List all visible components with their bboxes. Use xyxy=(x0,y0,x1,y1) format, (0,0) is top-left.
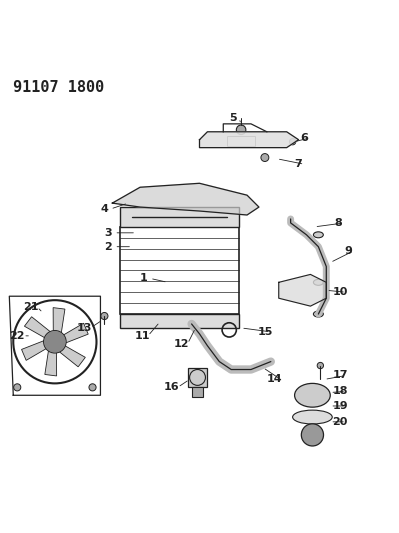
Text: 20: 20 xyxy=(332,417,348,427)
Circle shape xyxy=(101,312,108,320)
Circle shape xyxy=(89,384,96,391)
Bar xyxy=(227,136,255,146)
Text: 5: 5 xyxy=(229,113,237,123)
Bar xyxy=(188,368,207,387)
Polygon shape xyxy=(22,338,52,360)
Text: 17: 17 xyxy=(332,370,348,381)
Text: 15: 15 xyxy=(257,327,273,337)
Bar xyxy=(192,387,203,397)
Text: 13: 13 xyxy=(77,323,92,333)
Text: 4: 4 xyxy=(101,204,109,214)
Text: 3: 3 xyxy=(105,228,112,238)
Text: 10: 10 xyxy=(332,287,348,297)
Circle shape xyxy=(236,125,246,134)
Polygon shape xyxy=(53,308,65,339)
Text: 11: 11 xyxy=(134,331,150,341)
Text: 91107 1800: 91107 1800 xyxy=(13,80,105,95)
Circle shape xyxy=(50,337,59,346)
Ellipse shape xyxy=(313,311,323,317)
Text: 2: 2 xyxy=(105,241,112,252)
Text: 18: 18 xyxy=(332,386,348,397)
Text: 14: 14 xyxy=(267,374,282,384)
Polygon shape xyxy=(279,274,326,306)
Circle shape xyxy=(14,384,21,391)
Circle shape xyxy=(261,154,269,161)
Text: 7: 7 xyxy=(295,159,302,169)
Text: 22: 22 xyxy=(10,331,25,341)
Polygon shape xyxy=(57,323,88,345)
Polygon shape xyxy=(113,183,259,215)
Circle shape xyxy=(13,300,97,383)
Circle shape xyxy=(44,330,66,353)
Text: 16: 16 xyxy=(164,382,180,392)
Text: 12: 12 xyxy=(174,339,190,349)
Ellipse shape xyxy=(44,331,66,353)
Polygon shape xyxy=(24,317,55,341)
Circle shape xyxy=(289,139,296,145)
Polygon shape xyxy=(200,132,298,148)
Text: 19: 19 xyxy=(332,401,348,411)
Ellipse shape xyxy=(292,410,332,424)
Ellipse shape xyxy=(313,279,323,285)
Bar xyxy=(120,314,239,328)
Circle shape xyxy=(317,362,324,369)
Circle shape xyxy=(301,424,324,446)
Text: 6: 6 xyxy=(300,133,308,143)
Text: 21: 21 xyxy=(24,302,39,312)
Text: 1: 1 xyxy=(140,273,148,284)
Ellipse shape xyxy=(313,232,323,238)
Polygon shape xyxy=(55,342,85,367)
Ellipse shape xyxy=(294,383,330,407)
Polygon shape xyxy=(45,345,57,376)
Bar xyxy=(120,227,239,314)
Text: 8: 8 xyxy=(334,218,342,228)
Text: 9: 9 xyxy=(344,246,352,256)
Bar xyxy=(120,207,239,227)
